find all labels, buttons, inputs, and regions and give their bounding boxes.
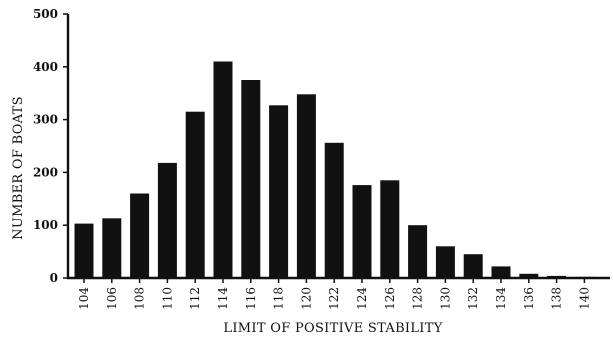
x-tick-label-140: 140 bbox=[577, 287, 591, 310]
x-tick-label-124: 124 bbox=[355, 287, 369, 310]
x-axis-ticks: 104 106 108 110 112 114 116 118 120 122 124 126 128 1… bbox=[77, 278, 591, 310]
x-tick-label-134: 134 bbox=[494, 287, 508, 310]
bar-124 bbox=[352, 185, 372, 278]
bar-104 bbox=[74, 223, 94, 278]
x-tick-label-108: 108 bbox=[133, 287, 147, 310]
bar-132 bbox=[463, 254, 483, 278]
x-tick-label-114: 114 bbox=[216, 287, 230, 310]
x-tick-label-132: 132 bbox=[466, 287, 480, 310]
y-axis-ticks: 0 100 200 300 400 500 bbox=[33, 7, 68, 285]
y-tick-label-400: 400 bbox=[33, 60, 58, 74]
y-tick-label-200: 200 bbox=[33, 165, 58, 179]
y-tick-label-100: 100 bbox=[33, 218, 58, 232]
bar-128 bbox=[408, 225, 428, 278]
bar-136 bbox=[519, 273, 539, 278]
x-tick-label-126: 126 bbox=[383, 287, 397, 310]
y-axis-title: NUMBER OF BOATS bbox=[11, 96, 26, 240]
bar-130 bbox=[435, 246, 455, 278]
x-tick-label-112: 112 bbox=[188, 287, 202, 310]
bar-118 bbox=[269, 105, 289, 278]
bar-116 bbox=[241, 80, 261, 278]
x-tick-label-106: 106 bbox=[105, 287, 119, 310]
y-tick-label-300: 300 bbox=[33, 113, 58, 127]
bar-108 bbox=[130, 193, 150, 278]
x-tick-label-118: 118 bbox=[272, 287, 286, 310]
bars-group bbox=[74, 61, 594, 278]
bar-126 bbox=[380, 180, 400, 278]
x-tick-label-136: 136 bbox=[522, 287, 536, 310]
bar-106 bbox=[102, 218, 122, 278]
bar-114 bbox=[213, 61, 233, 278]
x-tick-label-110: 110 bbox=[160, 287, 174, 310]
bar-110 bbox=[157, 162, 177, 278]
x-tick-label-104: 104 bbox=[77, 287, 91, 310]
bar-122 bbox=[324, 142, 344, 278]
x-tick-label-122: 122 bbox=[327, 287, 341, 310]
x-tick-label-120: 120 bbox=[299, 287, 313, 310]
bar-120 bbox=[296, 94, 316, 278]
x-tick-label-116: 116 bbox=[244, 287, 258, 310]
y-tick-label-500: 500 bbox=[33, 7, 58, 21]
x-tick-label-128: 128 bbox=[411, 287, 425, 310]
y-tick-label-0: 0 bbox=[50, 271, 58, 285]
bar-112 bbox=[185, 111, 205, 278]
x-axis-title: LIMIT OF POSITIVE STABILITY bbox=[223, 321, 442, 336]
bar-134 bbox=[491, 266, 511, 278]
x-tick-label-138: 138 bbox=[550, 287, 564, 310]
x-tick-label-130: 130 bbox=[438, 287, 452, 310]
